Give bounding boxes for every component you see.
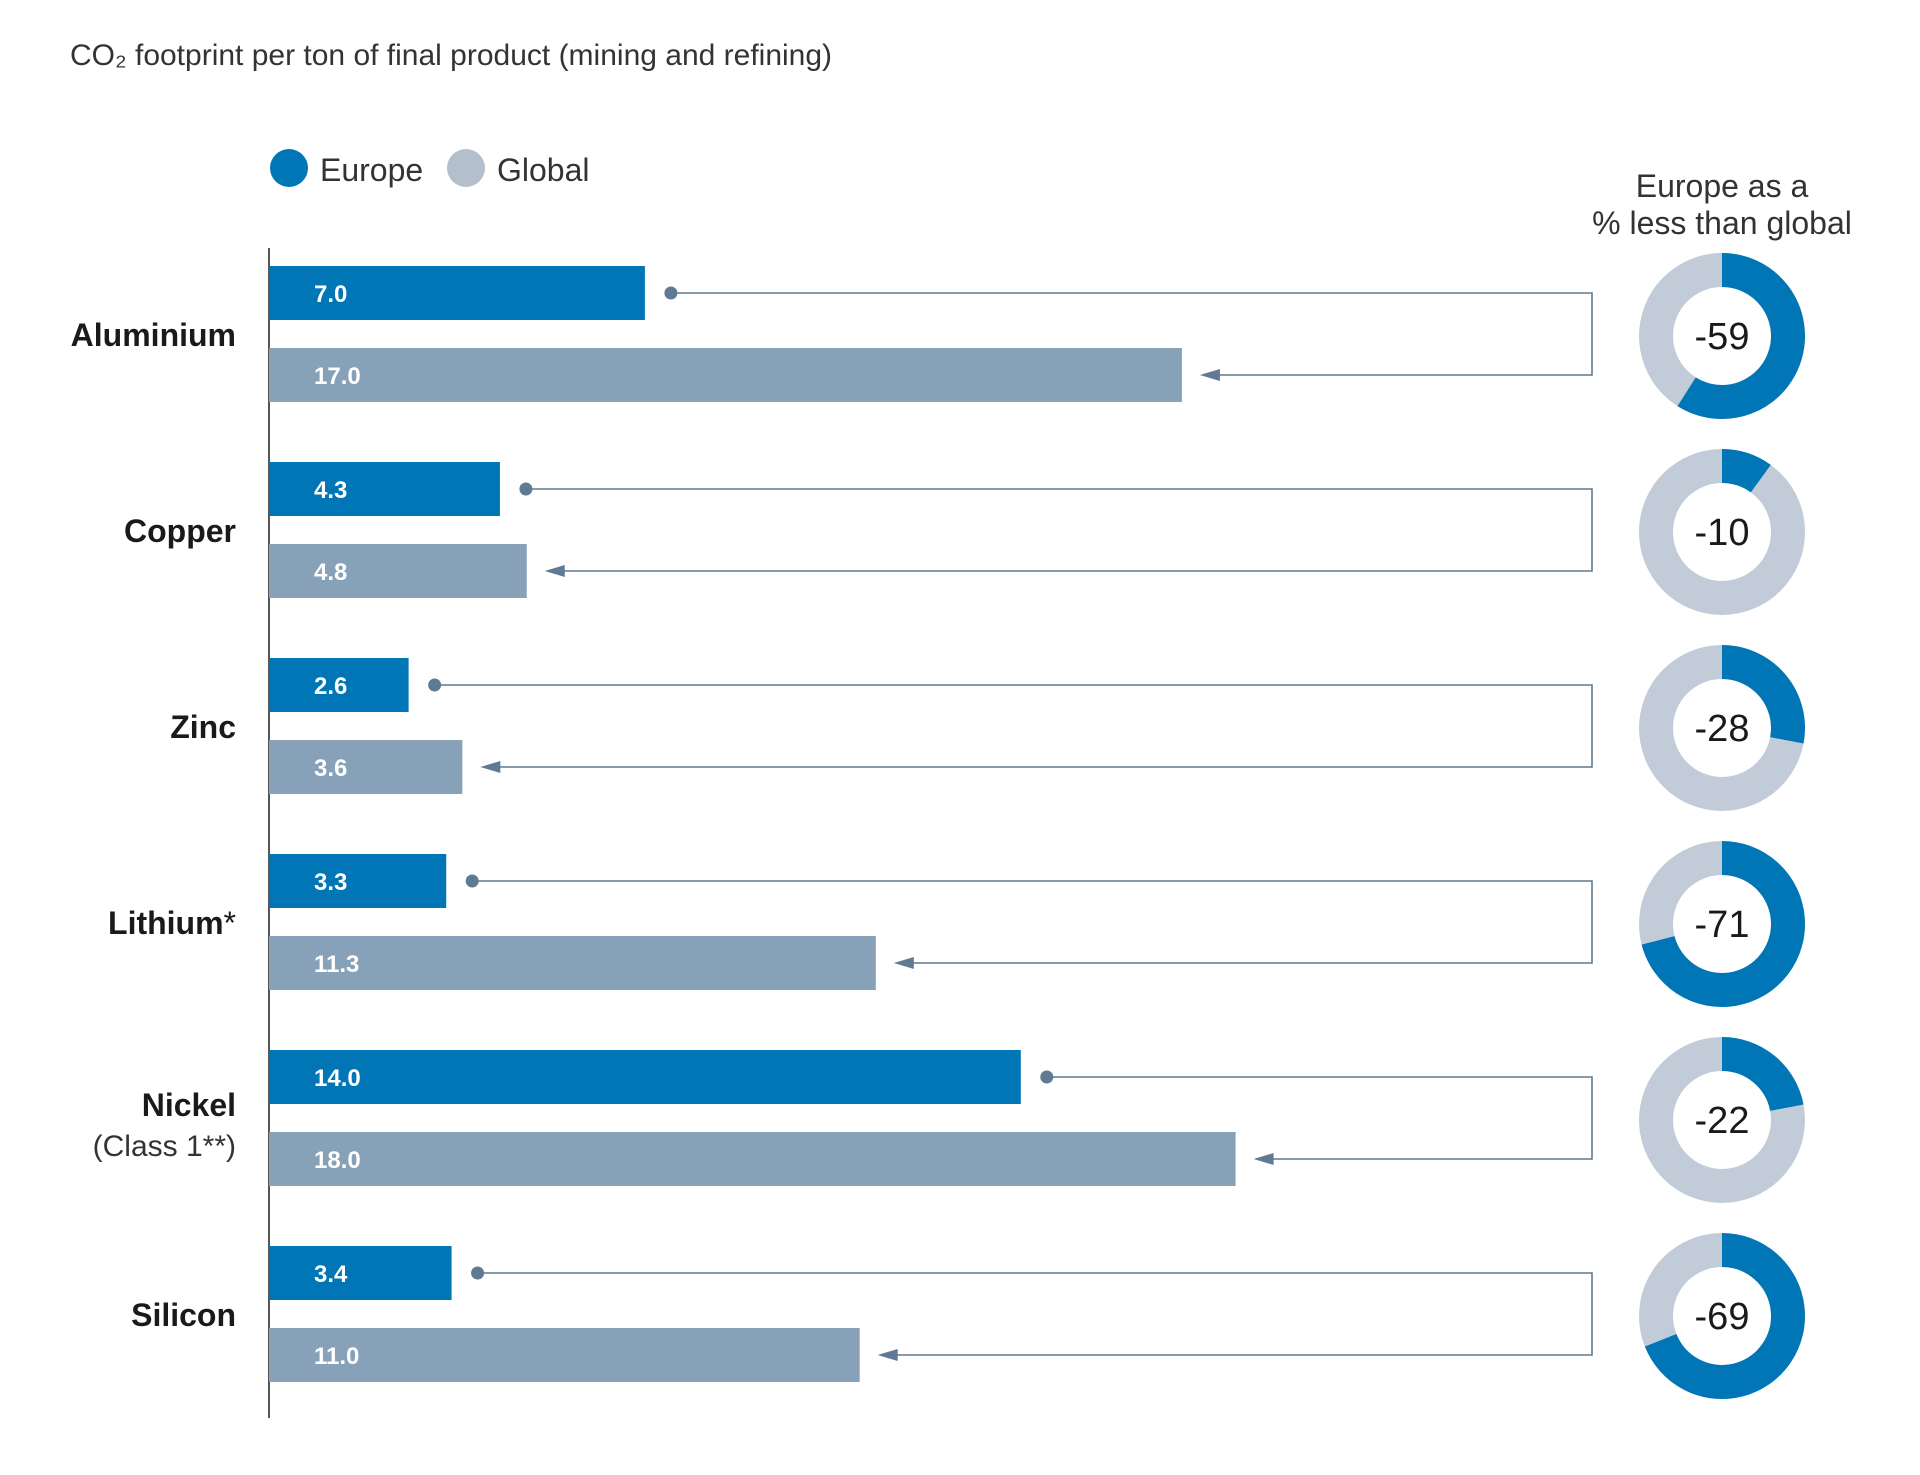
bar-label-europe-nickel: 14.0 <box>314 1065 361 1092</box>
bar-label-europe-aluminium: 7.0 <box>314 281 347 308</box>
bar-label-global-aluminium: 17.0 <box>314 363 361 390</box>
connector-line-silicon <box>477 1272 1593 1356</box>
donut-segment-zinc <box>1721 645 1805 744</box>
donut-segment-aluminium <box>1677 253 1805 419</box>
legend: Europe Global <box>270 149 590 188</box>
donut-segment-nickel <box>1721 1037 1804 1112</box>
bar-label-europe-silicon: 3.4 <box>314 1261 348 1288</box>
bar-global-nickel <box>269 1132 1236 1186</box>
bar-global-zinc <box>269 740 463 794</box>
bar-global-silicon <box>269 1328 860 1382</box>
row-nickel: 14.0 18.0 Nickel (Class 1**) -22 <box>93 1037 1805 1203</box>
bar-europe-lithium <box>269 854 447 908</box>
connector-arrow-zinc <box>480 761 501 773</box>
connector-arrow-aluminium <box>1199 369 1220 381</box>
category-label-silicon: Silicon <box>131 1297 236 1333</box>
bar-label-global-nickel: 18.0 <box>314 1147 361 1174</box>
bar-label-global-lithium: 11.3 <box>314 951 359 978</box>
bar-europe-aluminium <box>269 266 645 320</box>
bar-label-europe-lithium: 3.3 <box>314 869 347 896</box>
comparison-title-line-2: % less than global <box>1592 205 1852 241</box>
category-label-zinc: Zinc <box>170 709 236 745</box>
comparison-title: Europe as a % less than global <box>1592 168 1852 241</box>
comparison-title-line-1: Europe as a <box>1636 168 1809 204</box>
category-label-copper: Copper <box>124 513 236 549</box>
chart-title: CO₂ footprint per ton of final product (… <box>70 39 832 72</box>
donut-label-copper: -10 <box>1695 512 1750 554</box>
bar-label-europe-zinc: 2.6 <box>314 673 347 700</box>
connector-line-zinc <box>434 684 1593 768</box>
row-aluminium: 7.0 17.0 Aluminium -59 <box>71 253 1805 419</box>
bar-global-aluminium <box>269 348 1182 402</box>
bar-europe-copper <box>269 462 500 516</box>
donut-label-lithium: -71 <box>1695 904 1750 946</box>
donut-segment-silicon <box>1644 1233 1805 1399</box>
legend-global-label: Global <box>497 152 590 188</box>
chart-rows: 7.0 17.0 Aluminium -59 4.3 4.8 Copper -10 2.6 3.6… <box>71 253 1805 1399</box>
donut-label-zinc: -28 <box>1695 708 1750 750</box>
bar-label-global-silicon: 11.0 <box>314 1343 359 1370</box>
donut-label-silicon: -69 <box>1695 1296 1750 1338</box>
legend-global-swatch <box>447 149 485 187</box>
donut-label-nickel: -22 <box>1695 1100 1750 1142</box>
category-label-aluminium: Aluminium <box>71 317 236 353</box>
bar-label-global-zinc: 3.6 <box>314 755 347 782</box>
category-label-nickel: Nickel <box>142 1087 236 1123</box>
donut-label-aluminium: -59 <box>1695 316 1750 358</box>
row-lithium: 3.3 11.3 Lithium* -71 <box>108 841 1805 1007</box>
bar-label-europe-copper: 4.3 <box>314 477 347 504</box>
connector-line-copper <box>525 488 1593 572</box>
legend-europe-swatch <box>270 149 308 187</box>
connector-arrow-copper <box>544 565 565 577</box>
connector-arrow-nickel <box>1253 1153 1274 1165</box>
connector-arrow-silicon <box>877 1349 898 1361</box>
bar-global-copper <box>269 544 527 598</box>
category-note-nickel: (Class 1**) <box>93 1130 236 1163</box>
bar-global-lithium <box>269 936 876 990</box>
row-silicon: 3.4 11.0 Silicon -69 <box>131 1233 1805 1399</box>
bar-europe-zinc <box>269 658 409 712</box>
donut-segment-lithium <box>1641 841 1805 1007</box>
category-label-lithium: Lithium* <box>108 905 236 941</box>
row-copper: 4.3 4.8 Copper -10 <box>124 449 1805 615</box>
connector-line-aluminium <box>670 292 1593 376</box>
bar-label-global-copper: 4.8 <box>314 559 347 586</box>
connector-line-nickel <box>1046 1076 1593 1160</box>
category-note-lithium: * <box>224 905 236 941</box>
legend-europe-label: Europe <box>320 152 423 188</box>
bar-europe-silicon <box>269 1246 452 1300</box>
donut-segment-copper <box>1721 449 1771 493</box>
connector-line-lithium <box>472 880 1593 964</box>
bar-europe-nickel <box>269 1050 1021 1104</box>
connector-arrow-lithium <box>893 957 914 969</box>
row-zinc: 2.6 3.6 Zinc -28 <box>170 645 1805 811</box>
